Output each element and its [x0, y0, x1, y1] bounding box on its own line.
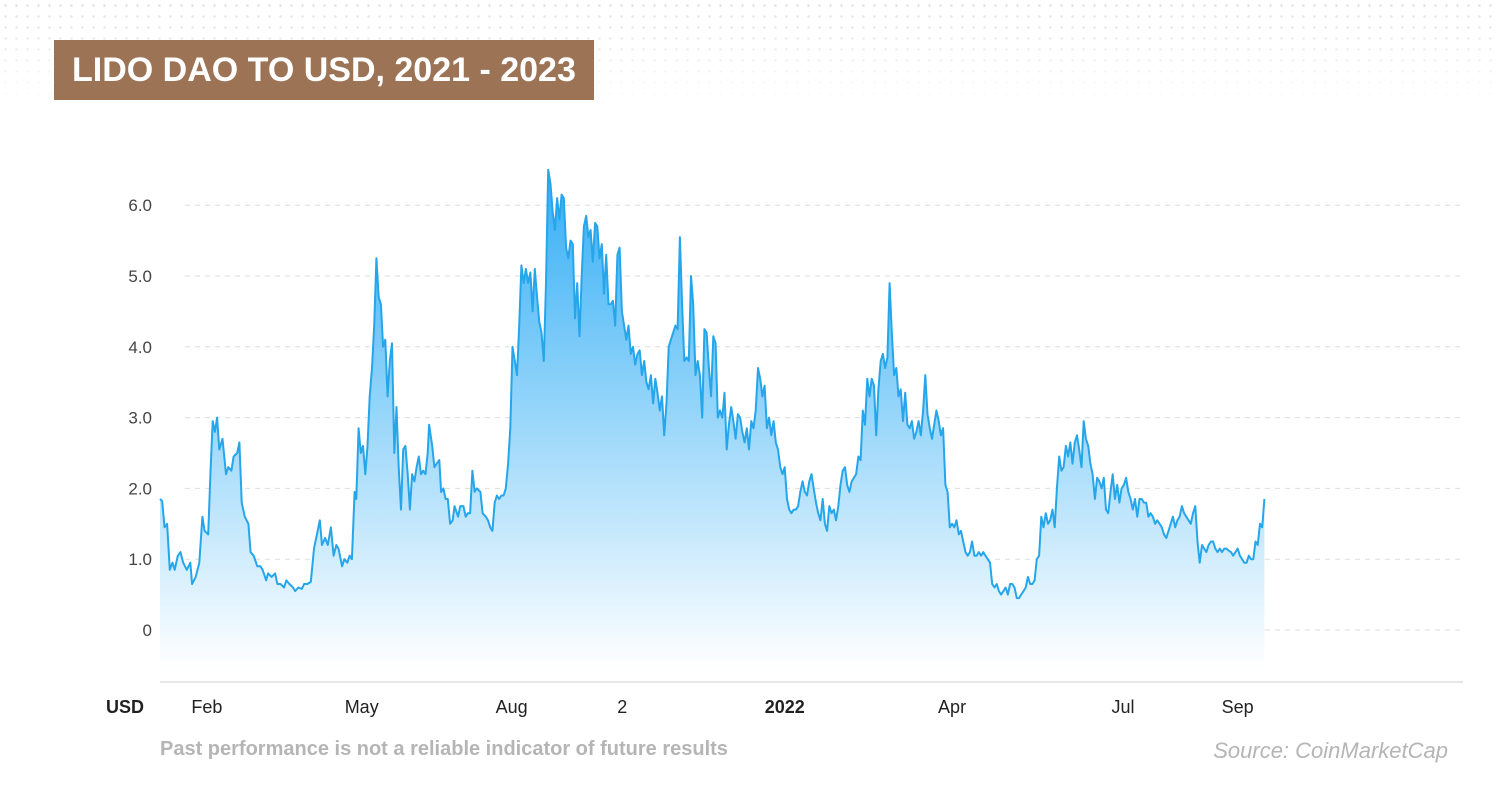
y-tick-label: 4.0 — [128, 338, 152, 357]
y-tick-label: 3.0 — [128, 409, 152, 428]
x-tick-label: May — [345, 697, 379, 717]
x-tick-label: Apr — [938, 697, 966, 717]
chart-title: LIDO DAO TO USD, 2021 - 2023 — [54, 40, 594, 100]
y-tick-label: 5.0 — [128, 267, 152, 286]
y-tick-label: 0 — [143, 621, 152, 640]
y-tick-label: 1.0 — [128, 550, 152, 569]
y-tick-label: 2.0 — [128, 479, 152, 498]
x-tick-label: 2022 — [765, 697, 805, 717]
x-tick-label: Feb — [191, 697, 222, 717]
y-axis-label: USD — [106, 697, 144, 717]
x-tick-label: 2 — [617, 697, 627, 717]
x-tick-labels: Feb May Aug 2 2022 Apr Jul Sep — [191, 697, 1253, 717]
price-area — [160, 169, 1265, 671]
y-tick-labels: 0 1.0 2.0 3.0 4.0 5.0 6.0 — [128, 196, 152, 640]
x-tick-label: Jul — [1111, 697, 1134, 717]
y-tick-label: 6.0 — [128, 196, 152, 215]
source-text: Source: CoinMarketCap — [1213, 738, 1448, 763]
x-tick-label: Sep — [1222, 697, 1254, 717]
x-tick-label: Aug — [496, 697, 528, 717]
price-line — [159, 168, 1266, 600]
disclaimer-text: Past performance is not a reliable indic… — [160, 738, 728, 760]
